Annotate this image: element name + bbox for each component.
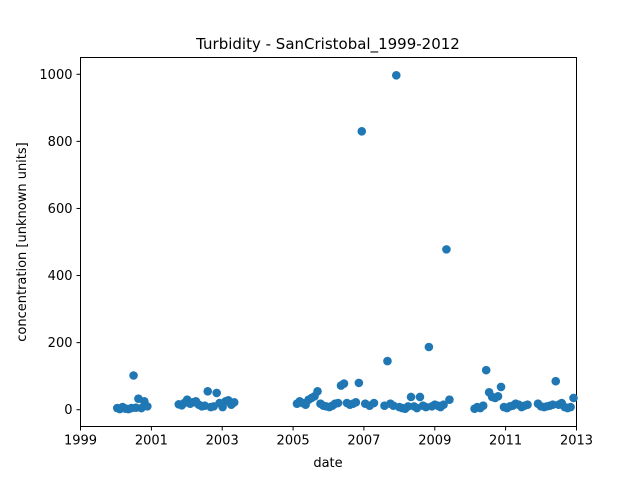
y-axis-label: concentration [unknown units] [15,142,30,341]
y-tick-label: 0 [64,403,72,418]
data-point [551,376,561,386]
data-point [143,402,152,411]
x-tick-label: 2011 [489,434,522,449]
data-point [496,382,506,392]
y-tick-label: 400 [48,269,73,284]
data-point [391,70,401,80]
data-point [212,388,221,398]
x-tick-label: 2007 [347,434,380,449]
data-point [313,386,322,396]
data-point [566,402,575,412]
data-point [445,395,454,404]
y-tick-label: 1000 [39,68,72,83]
chart-title: Turbidity - SanCristobal_1999-2012 [195,35,460,54]
x-tick-label: 2003 [206,434,239,449]
data-point [351,398,361,407]
data-point [203,386,213,396]
plot-area [80,57,577,427]
data-point [548,400,558,409]
data-point [406,392,416,402]
data-point [439,400,448,409]
data-point [523,400,532,409]
data-point [415,392,425,402]
x-axis-label: date [313,456,342,471]
data-point [129,371,138,380]
x-tick-label: 2013 [560,434,593,449]
data-point [383,356,392,366]
y-tick-label: 600 [48,202,73,217]
x-axis: 1999 2001 2003 2005 2007 2009 2011 2013 [64,426,593,449]
x-tick-label: 2009 [418,434,451,449]
data-point [442,245,451,254]
data-point [369,398,379,408]
data-point [424,342,434,352]
data-point [354,378,364,388]
data-point [569,393,578,403]
scatter-points [112,70,578,414]
data-point [357,127,367,136]
data-point [403,402,413,411]
data-point [229,398,239,407]
y-tick-label: 200 [48,336,73,351]
data-point [339,379,349,388]
x-tick-label: 2001 [135,434,168,449]
data-point [493,392,503,401]
plot-frame [80,57,577,427]
x-tick-label: 1999 [64,434,97,449]
data-point [478,401,488,411]
data-point [333,398,343,408]
y-axis: 0 200 400 600 800 1000 [39,68,81,418]
data-point [481,365,491,375]
y-tick-label: 800 [48,135,73,150]
x-tick-label: 2005 [277,434,310,449]
